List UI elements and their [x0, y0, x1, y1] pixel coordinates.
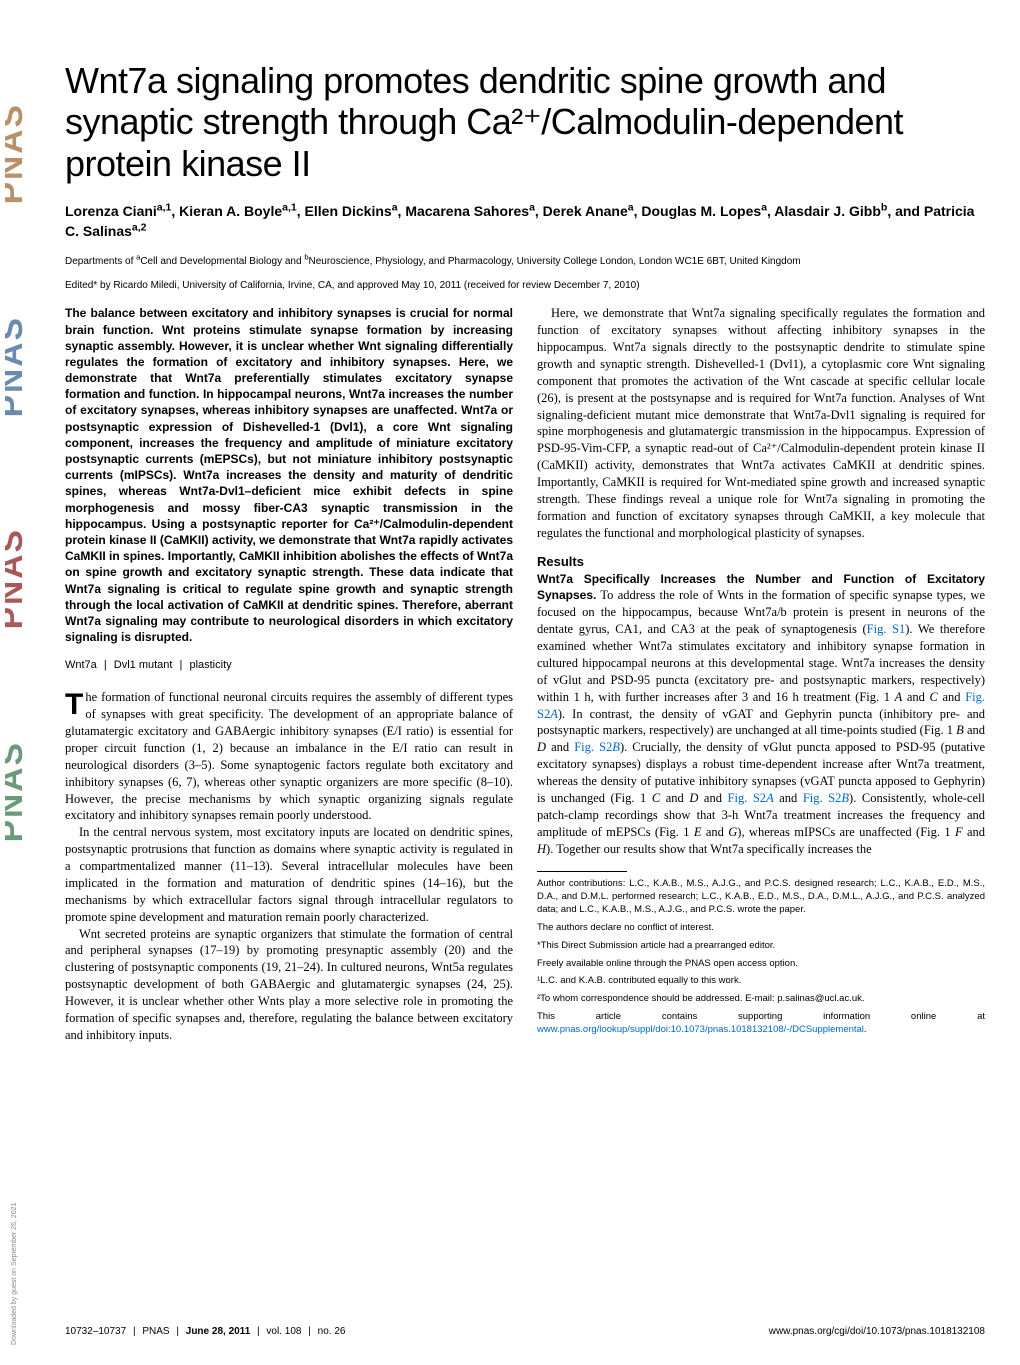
footnote-coi: The authors declare no conflict of inter… [537, 922, 985, 935]
pnas-logo-segment: PNAS [5, 475, 40, 683]
footnote-equal: ¹L.C. and K.A.B. contributed equally to … [537, 975, 985, 988]
svg-text:PNAS: PNAS [5, 316, 30, 417]
svg-text:PNAS: PNAS [5, 103, 30, 204]
intro-para-2: In the central nervous system, most exci… [65, 824, 513, 925]
footnote-openaccess: Freely available online through the PNAS… [537, 958, 985, 971]
intro-para-1: The formation of functional neuronal cir… [65, 689, 513, 824]
journal-sidebar: PNAS PNAS PNAS PNAS Downloaded by guest … [0, 0, 45, 1365]
left-column: The balance between excitatory and inhib… [65, 305, 513, 1043]
footnote-author-contrib: Author contributions: L.C., K.A.B., M.S.… [537, 878, 985, 916]
right-column: Here, we demonstrate that Wnt7a signalin… [537, 305, 985, 1043]
results-para: Wnt7a Specifically Increases the Number … [537, 571, 985, 858]
abstract: The balance between excitatory and inhib… [65, 305, 513, 645]
footer-right: www.pnas.org/cgi/doi/10.1073/pnas.101813… [769, 1326, 985, 1337]
footnote-rule [537, 871, 627, 872]
edited-by: Edited* by Ricardo Miledi, University of… [65, 280, 985, 291]
pnas-logo-segment: PNAS [5, 263, 40, 471]
intro-para-3: Wnt secreted proteins are synaptic organ… [65, 926, 513, 1044]
pnas-logo-segment: PNAS [5, 50, 40, 258]
author-list: Lorenza Ciania,1, Kieran A. Boylea,1, El… [65, 202, 985, 241]
article-title: Wnt7a signaling promotes dendritic spine… [65, 60, 985, 184]
svg-text:PNAS: PNAS [5, 528, 30, 629]
footer-left: 10732–10737 | PNAS | June 28, 2011 | vol… [65, 1326, 345, 1337]
svg-text:PNAS: PNAS [5, 741, 30, 842]
footnote-editor: *This Direct Submission article had a pr… [537, 940, 985, 953]
page-footer: 10732–10737 | PNAS | June 28, 2011 | vol… [65, 1326, 985, 1337]
article-page: Wnt7a signaling promotes dendritic spine… [65, 60, 985, 1044]
intro-right: Here, we demonstrate that Wnt7a signalin… [537, 305, 985, 541]
pnas-logo-segment: PNAS [5, 688, 40, 896]
download-caption: Downloaded by guest on September 26, 202… [11, 1203, 18, 1345]
footnote-supplemental: This article contains supporting informa… [537, 1011, 985, 1037]
affiliations: Departments of aCell and Developmental B… [65, 255, 985, 268]
footnote-correspondence: ²To whom correspondence should be addres… [537, 993, 985, 1006]
pnas-logo: PNAS PNAS PNAS PNAS [5, 50, 40, 900]
results-heading: Results [537, 554, 985, 569]
two-column-layout: The balance between excitatory and inhib… [65, 305, 985, 1043]
dropcap: T [65, 689, 85, 718]
keywords: Wnt7a | Dvl1 mutant | plasticity [65, 659, 513, 671]
